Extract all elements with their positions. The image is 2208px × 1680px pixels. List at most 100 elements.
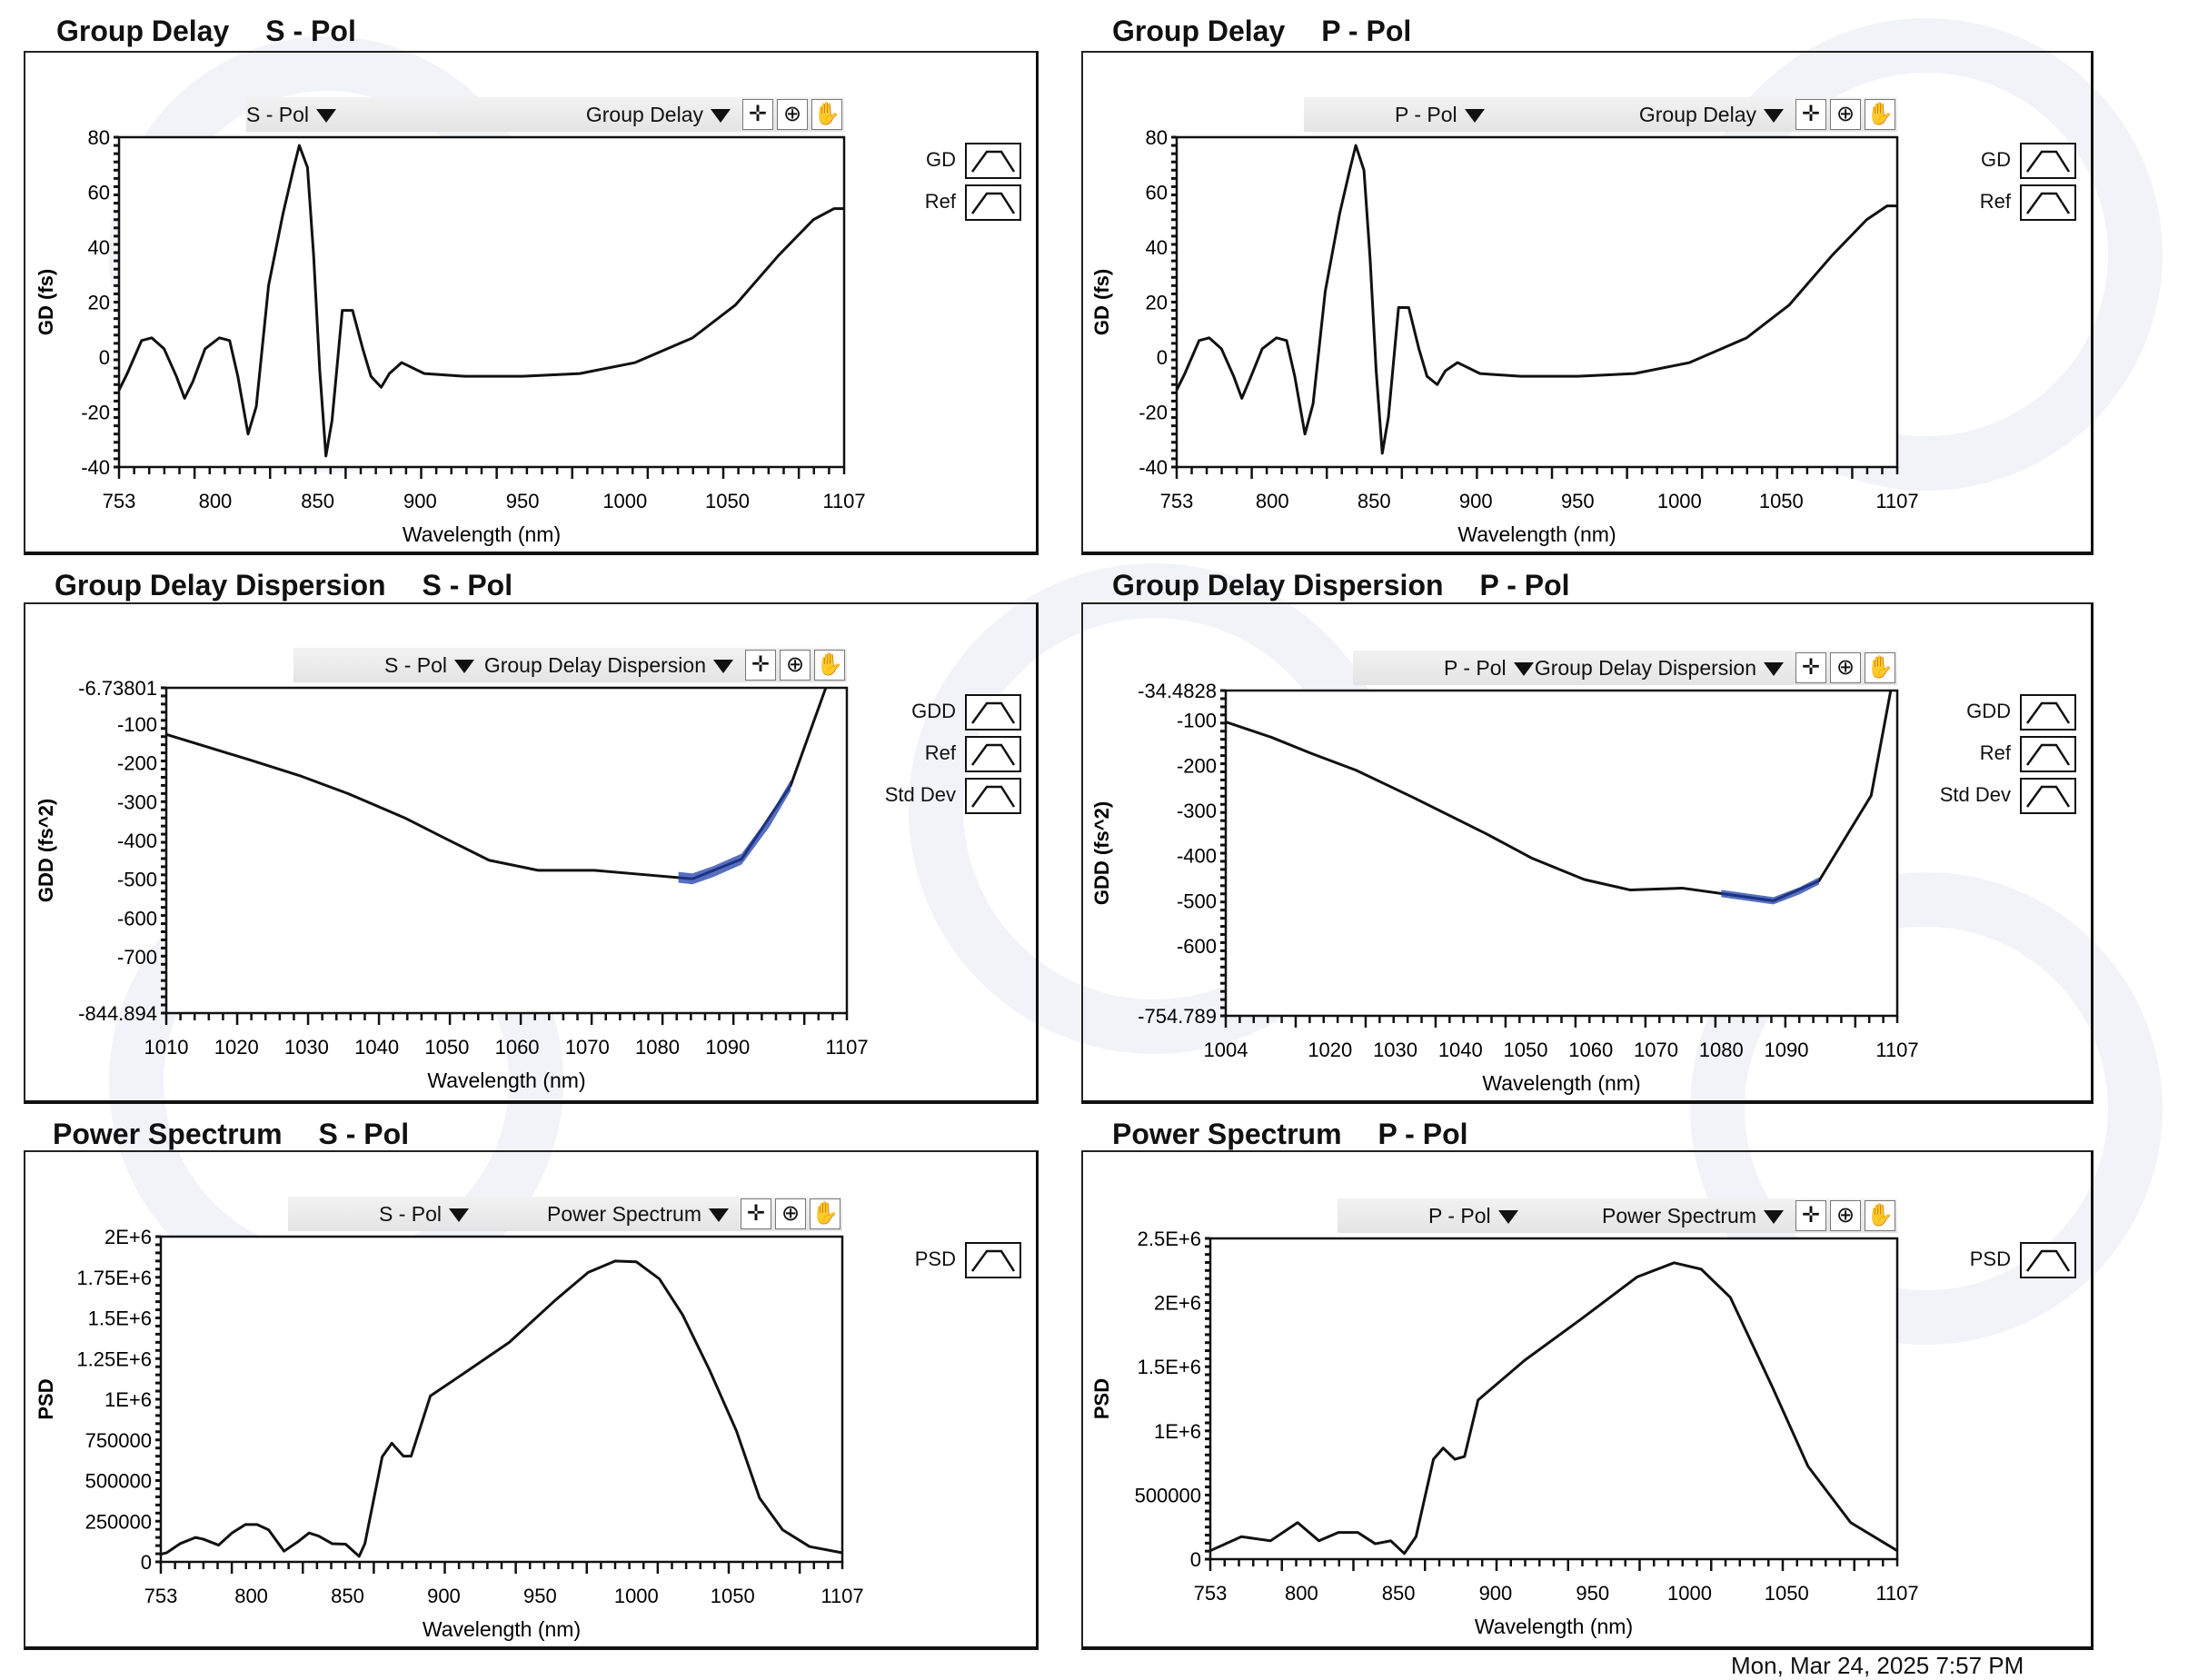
chart-svg: 753 800 850 900 950 1000 1050 1107 2.5E+6 2E+6 1.5…	[1090, 1228, 1919, 1638]
legend-label: Ref	[1979, 190, 2011, 213]
measurement-select[interactable]: Group Delay Dispersion	[484, 653, 733, 678]
x-tick-label: 1010	[144, 1036, 189, 1059]
chart-panel: S - Pol Group Delay Dispersion ✛ ⊕ ✋ GDD Ref St…	[24, 602, 1039, 1104]
plot-style-button[interactable]	[965, 694, 1021, 731]
x-tick-label: 1004	[1204, 1039, 1248, 1061]
zoom-icon[interactable]: ⊕	[1830, 99, 1861, 130]
measurement-select[interactable]: Group Delay Dispersion	[1535, 656, 1784, 681]
x-tick-label: 1000	[602, 490, 647, 512]
x-tick-label: 1000	[1667, 1582, 1712, 1605]
pol-select[interactable]: P - Pol	[1395, 103, 1485, 127]
y-tick-label: -754.789	[1138, 1005, 1217, 1028]
pol-select[interactable]: S - Pol	[246, 103, 337, 127]
x-tick-label: 1107	[1875, 1582, 1918, 1605]
cursor-crosshair-icon[interactable]: ✛	[1795, 652, 1826, 683]
cursor-crosshair-icon[interactable]: ✛	[745, 650, 776, 681]
line-style-icon	[970, 150, 1016, 173]
pan-hand-icon[interactable]: ✋	[810, 1198, 840, 1229]
line-style-icon	[2025, 701, 2071, 724]
y-tick-label: 40	[1146, 236, 1168, 259]
plot-style-button[interactable]	[965, 1242, 1021, 1278]
graph-toolbar: P - Pol Group Delay Dispersion ✛ ⊕ ✋	[1353, 651, 1897, 685]
line-style-icon	[970, 192, 1016, 214]
pan-hand-icon[interactable]: ✋	[814, 650, 845, 681]
plot-area[interactable]	[1224, 689, 1899, 1018]
plot-area[interactable]	[117, 135, 846, 469]
plot-style-button[interactable]	[965, 184, 1021, 221]
zoom-icon[interactable]: ⊕	[1830, 652, 1861, 683]
y-axis-label: GDD (fs^2)	[35, 799, 57, 902]
plot-style-button[interactable]	[965, 736, 1021, 772]
x-tick-label: 1070	[1634, 1039, 1678, 1061]
chart-panel: S - Pol Power Spectrum ✛ ⊕ ✋ PSD 753 800 850 900 9…	[24, 1150, 1039, 1650]
pol-select[interactable]: S - Pol	[384, 653, 475, 678]
measurement-select-value: Group Delay Dispersion	[1534, 656, 1756, 680]
chart-svg: 1010 1020 1030 1040 1050 1060 1070 1080 1090 1107…	[35, 677, 869, 1092]
x-tick-label: 950	[1576, 1582, 1609, 1605]
plot-area[interactable]	[1175, 135, 1899, 469]
legend-item: PSD	[821, 1242, 1021, 1278]
pan-hand-icon[interactable]: ✋	[811, 99, 842, 130]
panel-title: Group Delay Dispersion S - Pol	[55, 569, 549, 602]
pol-select[interactable]: P - Pol	[1428, 1204, 1518, 1228]
plot-style-button[interactable]	[2020, 184, 2076, 221]
pan-hand-icon[interactable]: ✋	[1865, 652, 1895, 683]
pol-select[interactable]: S - Pol	[379, 1202, 470, 1227]
zoom-icon[interactable]: ⊕	[775, 1198, 806, 1229]
pan-hand-icon[interactable]: ✋	[1865, 1200, 1895, 1231]
legend-item: GDD	[1876, 694, 2076, 731]
x-tick-label: 1030	[1373, 1039, 1417, 1061]
measurement-select[interactable]: Power Spectrum	[1602, 1204, 1784, 1228]
y-tick-label: -500	[1177, 890, 1217, 912]
plot-style-button[interactable]	[965, 778, 1021, 814]
x-tick-label: 1107	[821, 1585, 863, 1607]
plot-style-button[interactable]	[2020, 694, 2076, 731]
y-tick-label: -600	[1177, 935, 1217, 958]
graph-toolbar: S - Pol Power Spectrum ✛ ⊕ ✋	[288, 1197, 842, 1231]
plot-area[interactable]	[164, 686, 849, 1015]
series-line-psd	[160, 1259, 843, 1558]
cursor-crosshair-icon[interactable]: ✛	[741, 1198, 771, 1229]
y-tick-label: -34.4828	[1138, 680, 1217, 702]
cursor-crosshair-icon[interactable]: ✛	[1795, 1200, 1826, 1231]
zoom-icon[interactable]: ⊕	[780, 650, 811, 681]
measurement-select-value: Power Spectrum	[546, 1202, 701, 1226]
plot-style-button[interactable]	[2020, 736, 2076, 772]
graph-toolbar: P - Pol Power Spectrum ✛ ⊕ ✋	[1338, 1198, 1897, 1233]
plot-style-button[interactable]	[965, 143, 1021, 179]
y-axis-label: GD (fs)	[35, 269, 57, 335]
zoom-icon[interactable]: ⊕	[777, 99, 808, 130]
x-tick-label: 1000	[1657, 490, 1702, 512]
plot-style-button[interactable]	[2020, 143, 2076, 179]
zoom-icon[interactable]: ⊕	[1830, 1200, 1861, 1231]
legend-label: GDD	[911, 700, 956, 722]
legend-label: Std Dev	[1939, 783, 2011, 806]
y-tick-label: 1E+6	[104, 1388, 152, 1411]
pol-select[interactable]: P - Pol	[1444, 656, 1534, 681]
plot-area[interactable]	[1208, 1237, 1899, 1561]
plot-area[interactable]	[159, 1235, 844, 1564]
cursor-crosshair-icon[interactable]: ✛	[742, 99, 773, 130]
measurement-select[interactable]: Group Delay	[586, 103, 731, 127]
y-tick-label: 2E+6	[104, 1226, 152, 1248]
measurement-select[interactable]: Power Spectrum	[547, 1202, 729, 1227]
measurement-select-value: Group Delay Dispersion	[483, 653, 706, 677]
y-tick-label: 0	[99, 346, 110, 369]
std-dev-band	[678, 780, 791, 885]
x-tick-label: 1040	[354, 1036, 399, 1059]
x-axis-label: Wavelength (nm)	[427, 1069, 585, 1092]
pan-hand-icon[interactable]: ✋	[1865, 99, 1895, 130]
panel-pol-text: S - Pol	[422, 569, 513, 601]
plot-style-button[interactable]	[2020, 778, 2076, 814]
x-tick-label: 753	[103, 490, 136, 512]
cursor-crosshair-icon[interactable]: ✛	[1795, 99, 1826, 130]
measurement-select[interactable]: Group Delay	[1639, 103, 1784, 127]
chart-panel: P - Pol Group Delay ✛ ⊕ ✋ GD Ref 753 800 850 900 95…	[1081, 51, 2094, 555]
x-axis-label: Wavelength (nm)	[1457, 522, 1616, 546]
dropdown-arrow-icon	[1764, 109, 1784, 124]
chart-svg: 1004 1020 1030 1040 1050 1060 1070 1080 1090 1107…	[1090, 680, 1919, 1095]
plot-style-button[interactable]	[2020, 1242, 2076, 1278]
x-tick-label: 1107	[1875, 490, 1918, 512]
y-axis-label: GDD (fs^2)	[1090, 801, 1113, 905]
x-tick-label: 1060	[1568, 1039, 1613, 1061]
